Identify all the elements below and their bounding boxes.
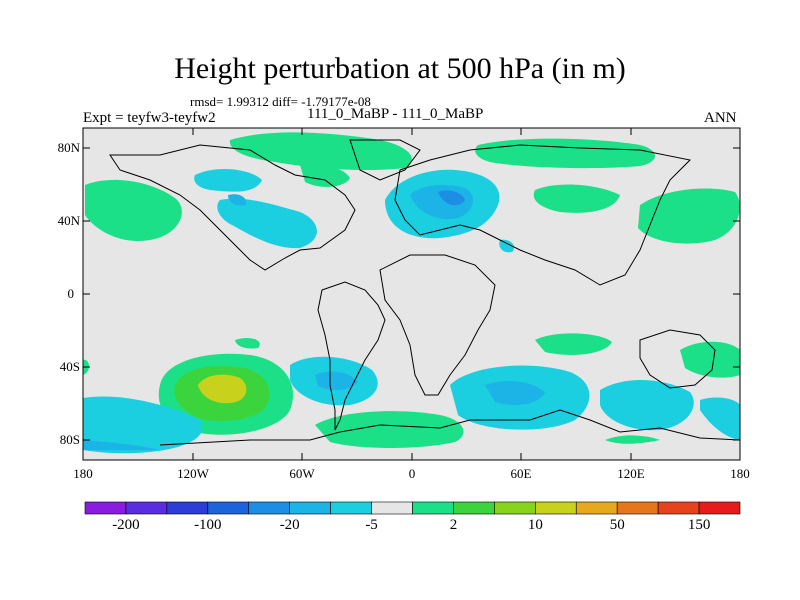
lon-tick-label: 120E xyxy=(617,466,645,481)
colorbar-label: -5 xyxy=(365,517,378,533)
anomaly-patch xyxy=(638,188,740,244)
stats-label: rmsd= 1.99312 diff= -1.79177e-08 xyxy=(190,94,371,109)
anomaly-patch xyxy=(83,396,203,454)
anomaly-patch xyxy=(300,164,350,187)
anomaly-patch xyxy=(315,371,358,391)
map-title: Height perturbation at 500 hPa (in m) xyxy=(174,52,626,85)
coastline-greenland xyxy=(349,139,421,181)
colorbar-swatch xyxy=(84,501,127,515)
anomaly-patch xyxy=(228,194,247,206)
lon-tick-label: 0 xyxy=(408,466,416,481)
coastlines xyxy=(109,139,741,446)
anomaly-patch xyxy=(194,168,262,192)
anomaly-patch xyxy=(315,411,464,448)
coastline-antarctica xyxy=(159,409,741,446)
anomaly-patch xyxy=(605,435,660,444)
anomaly-patch xyxy=(198,374,247,404)
colorbar-swatch xyxy=(125,501,168,515)
anomaly-patch xyxy=(217,198,317,249)
colorbar-label: 50 xyxy=(609,517,625,533)
coastline-eurasia xyxy=(394,144,692,286)
anomaly-patch xyxy=(535,333,612,355)
anomaly-patch xyxy=(83,440,160,450)
colorbar-label: -20 xyxy=(279,517,300,533)
lon-tick-label: 120W xyxy=(177,466,209,481)
anomaly-patch xyxy=(499,239,515,253)
colorbar-swatch xyxy=(248,501,290,515)
colorbar-swatch xyxy=(535,501,577,515)
anomaly-patch xyxy=(229,132,412,170)
anomaly-patch xyxy=(680,341,740,378)
colorbar-swatch xyxy=(494,501,536,515)
colorbar-label: -200 xyxy=(112,517,140,533)
coastline-africa xyxy=(379,254,496,396)
lon-tick-label: 180 xyxy=(73,466,93,481)
experiment-label: Expt = teyfw3-teyfw2 xyxy=(83,110,216,126)
anomaly-patch xyxy=(533,184,620,213)
lat-tick-label: 80S xyxy=(59,432,80,447)
anomaly-patch xyxy=(475,138,655,169)
tick-marks xyxy=(82,128,741,460)
colorbar-swatch xyxy=(412,501,454,515)
colorbar-swatch xyxy=(371,501,413,515)
coastline-north-america xyxy=(109,144,356,271)
lon-tick-label: 60E xyxy=(510,466,532,481)
anomaly-patch xyxy=(85,179,182,241)
colorbar-label: -100 xyxy=(194,517,222,533)
colorbar-swatch xyxy=(698,501,741,515)
colorbar-swatch xyxy=(289,501,331,515)
colorbar-swatch xyxy=(166,501,209,515)
anomaly-patch xyxy=(600,380,694,431)
lat-tick-label: 40S xyxy=(59,359,80,374)
anomaly-patch xyxy=(485,380,545,405)
colorbar-swatch xyxy=(330,501,372,515)
colorbar-swatch xyxy=(575,501,618,515)
coastline-australia xyxy=(639,329,716,389)
anomaly-patch xyxy=(438,190,465,206)
anomaly-contours xyxy=(83,132,740,454)
lon-tick-label: 60W xyxy=(289,466,315,481)
colorbar xyxy=(84,501,741,515)
lon-tick-label: 180 xyxy=(730,466,750,481)
colorbar-label: 2 xyxy=(449,517,458,533)
lat-tick-label: 40N xyxy=(57,213,80,228)
colorbar-label: 150 xyxy=(687,517,711,533)
anomaly-patch xyxy=(235,337,260,349)
season-label: ANN xyxy=(704,110,737,126)
colorbar-swatch xyxy=(616,501,659,515)
colorbar-swatch xyxy=(207,501,250,515)
colorbar-swatch xyxy=(453,501,495,515)
lat-tick-label: 0 xyxy=(67,286,75,301)
coastline-south-america xyxy=(317,281,386,431)
lat-tick-label: 80N xyxy=(57,140,80,155)
colorbar-swatch xyxy=(657,501,700,515)
anomaly-patch xyxy=(700,397,740,440)
colorbar-label: 10 xyxy=(527,517,543,533)
case-label: 111_0_MaBP - 111_0_MaBP xyxy=(307,106,484,122)
